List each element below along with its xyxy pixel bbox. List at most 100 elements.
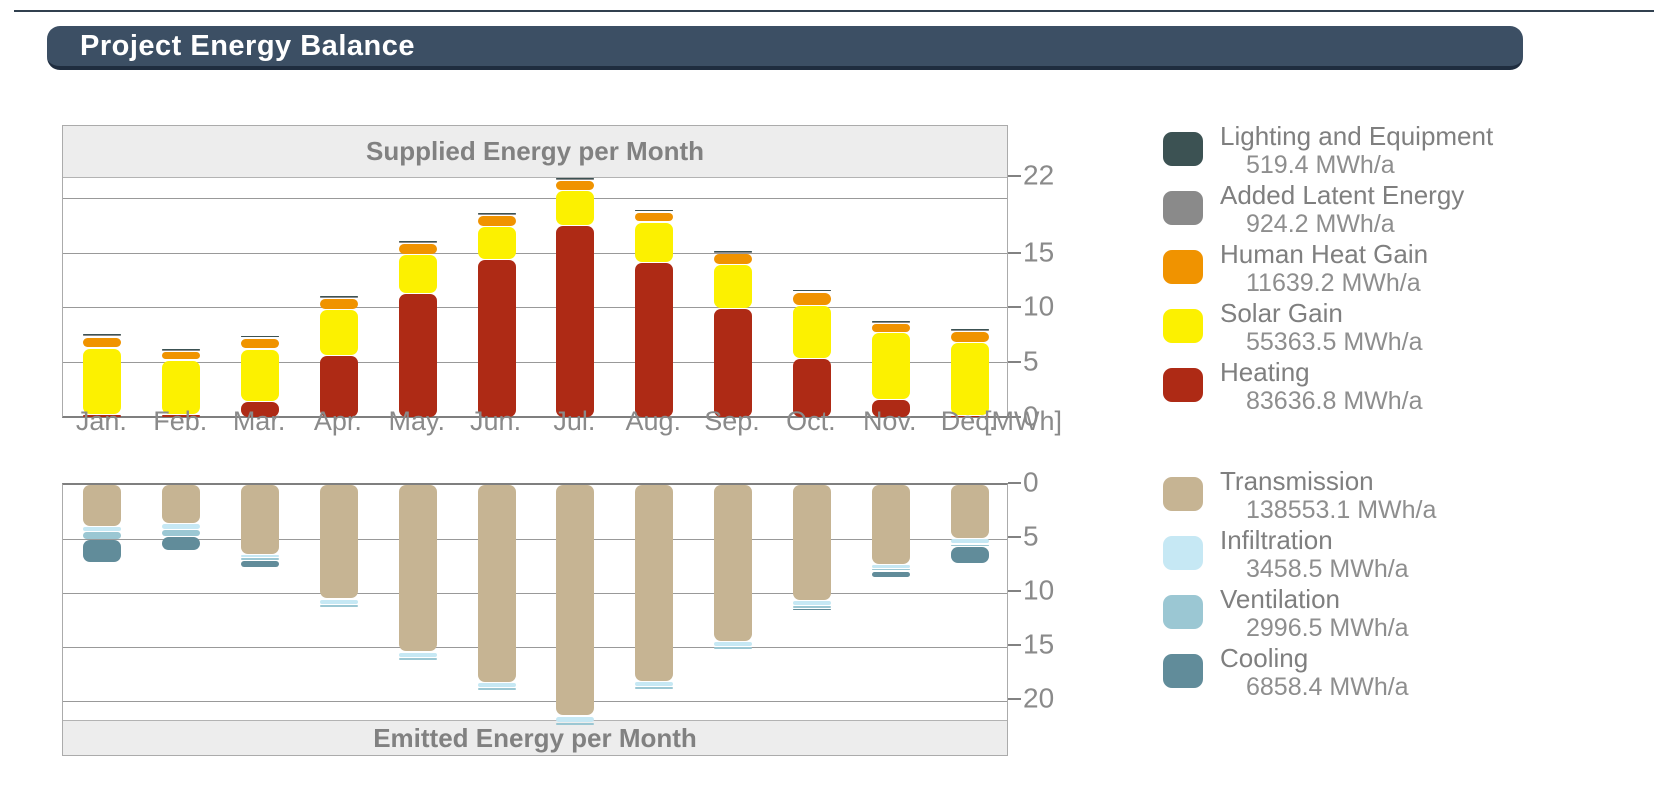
bar-segment-jul-infiltration [556,716,595,722]
bar-segment-nov-heating [871,399,910,418]
bar-segment-apr-ventilation [319,605,358,608]
legend-swatch-ventilation [1163,595,1203,629]
bar-segment-mar-human-heat-gain [241,338,280,349]
legend-label: Transmission [1220,466,1374,496]
month-label-may: May. [388,406,445,436]
tick-label-0: 0 [1023,400,1039,432]
bar-segment-nov-lighting-and-equipment [871,320,910,322]
bar-segment-aug-heating [635,263,674,418]
tick-mark-10 [1008,306,1021,309]
bar-segment-jun-added-latent-energy [477,213,516,215]
legend-value: 11639.2 MWh/a [1246,269,1421,297]
legend-value: 519.4 MWh/a [1246,151,1395,179]
legend-entry-lighting-and-equipment: Lighting and Equipment 519.4 MWh/a [1163,121,1493,180]
legend-entry-solar-gain: Solar Gain 55363.5 MWh/a [1163,298,1493,357]
bar-segment-nov-added-latent-energy [871,321,910,323]
legend-text-transmission: Transmission 138553.1 MWh/a [1220,466,1436,525]
emitted-chart-plot-area [63,485,1007,726]
bar-segment-nov-transmission [871,485,910,564]
month-label-jul: Jul. [553,406,596,436]
bar-segment-mar-ventilation [241,558,280,560]
month-label-feb: Feb. [153,406,208,436]
bar-segment-jun-transmission [477,485,516,682]
legend-entry-ventilation: Ventilation 2996.5 MWh/a [1163,584,1436,643]
bar-segment-mar-lighting-and-equipment [241,335,280,337]
page-title: Project Energy Balance [80,30,415,62]
bar-segment-dec-ventilation [950,544,989,546]
month-label-jun: Jun. [470,406,522,436]
legend-value: 6858.4 MWh/a [1246,673,1409,701]
legend-group-supplied: Lighting and Equipment 519.4 MWh/a Added L… [1163,121,1493,416]
bar-segment-jul-ventilation [556,723,595,726]
supplied-chart-title: Supplied Energy per Month [365,136,704,166]
bar-segment-feb-human-heat-gain [162,351,201,360]
bar-segment-apr-infiltration [319,599,358,604]
report-title-bar: Project Energy Balance [47,26,1523,70]
bar-segment-mar-transmission [241,485,280,555]
tick-label-22: 22 [1023,159,1055,191]
legend-swatch-cooling [1163,654,1203,688]
bar-segment-oct-lighting-and-equipment [792,289,831,291]
bar-segment-oct-added-latent-energy [792,290,831,292]
emitted-chart-y-axis: 0 5 10 15 20 [1008,466,1098,756]
bar-segment-apr-transmission [319,485,358,599]
tick-mark-5 [1008,361,1021,364]
bar-segment-mar-solar-gain [241,349,280,401]
legend-text-human-heat-gain: Human Heat Gain 11639.2 MWh/a [1220,239,1428,298]
legend-text-solar-gain: Solar Gain 55363.5 MWh/a [1220,298,1423,357]
bar-segment-sep-transmission [714,485,753,641]
tick-label-15: 15 [1023,236,1055,268]
bar-segment-jul-solar-gain [556,190,595,225]
legend-text-infiltration: Infiltration 3458.5 MWh/a [1220,525,1409,584]
legend-swatch-infiltration [1163,536,1203,570]
bar-segment-apr-solar-gain [319,310,358,355]
bar-segment-aug-added-latent-energy [635,210,674,212]
bar-segment-jul-added-latent-energy [556,178,595,180]
supplied-chart-y-axis: 22 15 10 5 0 [1008,125,1098,431]
bar-segment-dec-added-latent-energy [950,329,989,331]
tick-mark-10 [1008,590,1021,593]
tick-mark-0 [1008,482,1021,484]
legend-value: 2996.5 MWh/a [1246,614,1409,642]
bar-segment-may-solar-gain [398,255,437,293]
legend-swatch-lighting-and-equipment [1163,132,1203,166]
bar-segment-dec-infiltration [950,539,989,544]
bar-segment-jan-ventilation [83,532,122,539]
month-label-mar: Mar. [232,406,286,436]
bar-segment-dec-heating [950,416,989,418]
bar-segment-may-lighting-and-equipment [398,241,437,243]
bar-segment-jun-lighting-and-equipment [477,212,516,214]
month-label-jan: Jan. [75,406,127,436]
bar-segment-mar-infiltration [241,555,280,557]
tick-label-5: 5 [1023,520,1039,552]
bar-segment-aug-human-heat-gain [635,212,674,222]
bar-segment-jan-added-latent-energy [83,335,122,337]
legend-entry-added-latent-energy: Added Latent Energy 924.2 MWh/a [1163,180,1493,239]
tick-mark-15 [1008,644,1021,647]
bar-segment-aug-solar-gain [635,222,674,262]
bar-segment-nov-cooling [871,571,910,577]
month-label-apr: Apr. [313,406,362,436]
bar-segment-may-added-latent-energy [398,242,437,244]
gridline-20 [63,701,1007,703]
bar-segment-jun-ventilation [477,688,516,690]
legend-label: Infiltration [1220,525,1333,555]
bar-segment-may-ventilation [398,658,437,661]
tick-label-15: 15 [1023,628,1055,660]
legend-value: 138553.1 MWh/a [1246,496,1437,524]
bar-segment-jun-human-heat-gain [477,215,516,226]
bar-segment-oct-heating [792,359,831,418]
supplied-chart-plot-area [63,177,1007,418]
bar-segment-aug-lighting-and-equipment [635,209,674,211]
bar-segment-oct-transmission [792,485,831,600]
bar-segment-nov-ventilation [871,569,910,571]
bar-segment-feb-infiltration [162,523,201,530]
bar-segment-nov-solar-gain [871,333,910,399]
bar-segment-dec-human-heat-gain [950,332,989,342]
bar-segment-jun-solar-gain [477,226,516,259]
legend-label: Solar Gain [1220,298,1343,328]
legend-label: Ventilation [1220,584,1340,614]
legend-group-emitted: Transmission 138553.1 MWh/a Infiltration 34… [1163,466,1436,702]
bar-segment-apr-lighting-and-equipment [319,296,358,298]
tick-label-5: 5 [1023,345,1039,377]
